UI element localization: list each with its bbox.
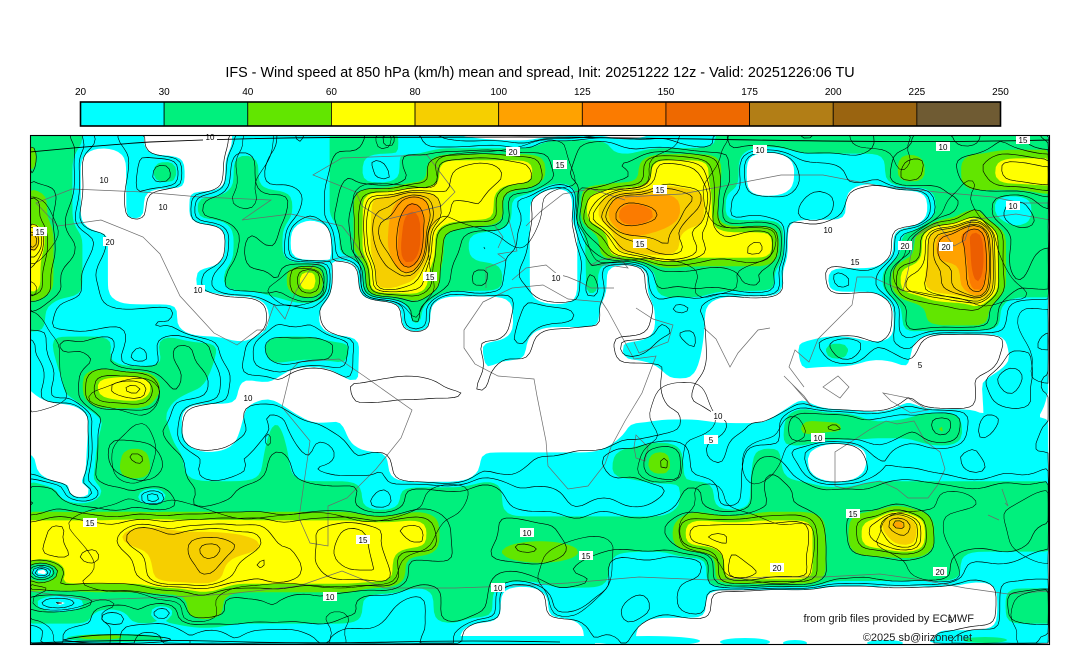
svg-text:from grib files provided by EC: from grib files provided by ECMWF [803, 613, 974, 625]
svg-text:20: 20 [75, 87, 87, 98]
svg-text:15: 15 [1019, 136, 1028, 145]
svg-text:10: 10 [206, 133, 215, 142]
svg-text:80: 80 [409, 87, 421, 98]
svg-text:10: 10 [326, 593, 335, 602]
svg-text:10: 10 [939, 143, 948, 152]
svg-text:5: 5 [709, 436, 714, 445]
svg-text:175: 175 [741, 87, 758, 98]
svg-text:15: 15 [556, 161, 565, 170]
svg-text:10: 10 [824, 226, 833, 235]
svg-text:30: 30 [159, 87, 171, 98]
svg-text:5: 5 [948, 616, 953, 625]
svg-text:20: 20 [942, 243, 951, 252]
svg-text:20: 20 [936, 568, 945, 577]
svg-text:15: 15 [426, 273, 435, 282]
svg-text:15: 15 [582, 552, 591, 561]
svg-text:10: 10 [756, 146, 765, 155]
svg-text:10: 10 [523, 529, 532, 538]
svg-text:10: 10 [714, 412, 723, 421]
svg-text:10: 10 [1009, 202, 1018, 211]
svg-text:150: 150 [658, 87, 675, 98]
svg-text:15: 15 [656, 186, 665, 195]
svg-text:©2025 sb@irizone.net: ©2025 sb@irizone.net [863, 632, 972, 644]
svg-text:20: 20 [773, 564, 782, 573]
svg-text:20: 20 [901, 242, 910, 251]
svg-text:60: 60 [326, 87, 338, 98]
svg-text:10: 10 [494, 584, 503, 593]
svg-text:10: 10 [552, 274, 561, 283]
svg-text:5: 5 [918, 361, 923, 370]
svg-text:250: 250 [992, 87, 1009, 98]
svg-text:100: 100 [490, 87, 507, 98]
svg-text:15: 15 [36, 228, 45, 237]
svg-text:10: 10 [244, 394, 253, 403]
svg-text:10: 10 [814, 434, 823, 443]
svg-text:15: 15 [851, 258, 860, 267]
svg-text:10: 10 [159, 203, 168, 212]
svg-text:10: 10 [100, 176, 109, 185]
svg-text:40: 40 [242, 87, 254, 98]
svg-text:15: 15 [849, 510, 858, 519]
svg-text:125: 125 [574, 87, 591, 98]
svg-text:200: 200 [825, 87, 842, 98]
svg-text:225: 225 [909, 87, 926, 98]
svg-text:20: 20 [106, 238, 115, 247]
svg-text:IFS - Wind speed at 850 hPa (k: IFS - Wind speed at 850 hPa (km/h) mean … [225, 65, 854, 81]
svg-text:15: 15 [636, 240, 645, 249]
svg-text:15: 15 [86, 519, 95, 528]
svg-text:20: 20 [509, 148, 518, 157]
svg-text:15: 15 [359, 536, 368, 545]
svg-text:10: 10 [194, 286, 203, 295]
